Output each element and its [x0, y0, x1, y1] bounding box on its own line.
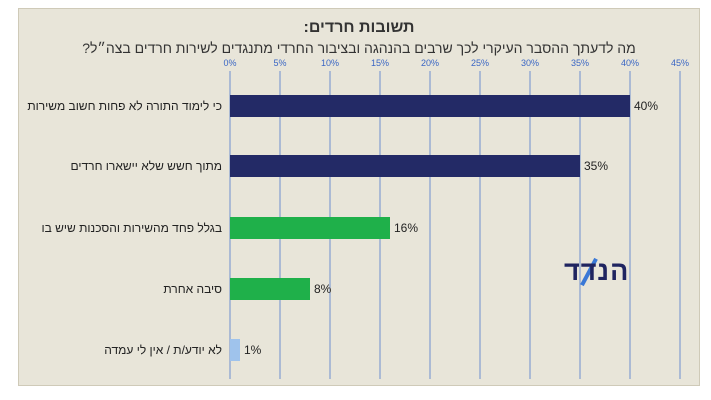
hamadad-logo: הנדד [564, 256, 630, 286]
category-label: סיבה אחרת [163, 282, 222, 296]
category-label: לא יודע/ת / אין לי עמדה [104, 343, 222, 357]
x-tick-label: 5% [273, 58, 286, 68]
bar-value-label: 1% [244, 343, 262, 357]
bar-value-label: 35% [584, 159, 608, 173]
x-tick-label: 30% [521, 58, 539, 68]
bar-value-label: 40% [634, 99, 658, 113]
bar [230, 339, 240, 361]
bar-value-label: 8% [314, 282, 332, 296]
x-tick-label: 10% [321, 58, 339, 68]
chart-subtitle: מה לדעתך ההסבר העיקרי לכך שרבים בהנהגה ו… [82, 40, 636, 56]
bar [230, 278, 310, 300]
x-tick-label: 40% [621, 58, 639, 68]
chart-frame: תשובות חרדים: מה לדעתך ההסבר העיקרי לכך … [18, 8, 700, 386]
bar-value-label: 16% [394, 221, 418, 235]
chart-title: תשובות חרדים: [303, 19, 415, 36]
category-label: בגלל פחד מהשירות והסכנות שיש בו [42, 221, 222, 235]
x-tick-label: 45% [671, 58, 689, 68]
category-label: כי לימוד התורה לא פחות חשוב משירות [27, 99, 222, 113]
x-tick-label: 0% [223, 58, 236, 68]
x-tick-label: 15% [371, 58, 389, 68]
x-tick-label: 20% [421, 58, 439, 68]
bar [230, 155, 580, 177]
bar-chart: 0% 5% 10% 15% 20% 25% 30% 35% 40% 45% 40% כי לימוד … [27, 58, 689, 379]
x-tick-label: 25% [471, 58, 489, 68]
category-label: מתוך חשש שלא יישארו חרדים [71, 159, 223, 173]
bar [230, 95, 630, 117]
x-tick-label: 35% [571, 58, 589, 68]
bar [230, 217, 390, 239]
